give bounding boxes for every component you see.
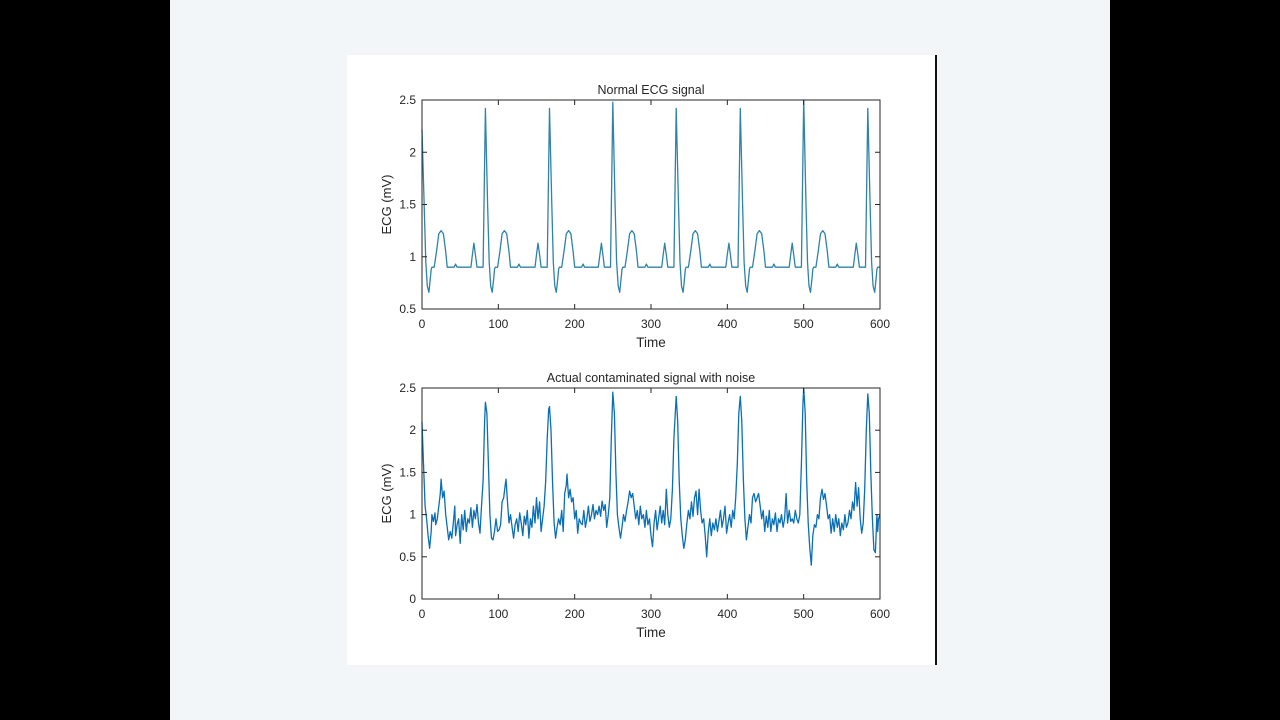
x-tick-label: 500 [794,607,814,621]
axes-box [421,387,881,600]
x-axis-label: Time [636,335,666,350]
y-axis-label: ECG (mV) [379,175,394,235]
y-tick-label: 2 [409,423,416,437]
x-tick-label: 0 [419,607,426,621]
x-tick-label: 200 [565,607,585,621]
figure-window [347,55,936,665]
y-tick-label: 1.5 [399,198,416,212]
x-tick-label: 0 [419,317,426,331]
y-tick-label: 1 [409,508,416,522]
x-axis-label: Time [636,625,666,640]
x-tick-label: 600 [870,317,890,331]
series-line [421,387,881,566]
chart-title: Normal ECG signal [598,83,705,97]
x-tick-label: 100 [488,317,508,331]
y-tick-label: 0.5 [399,550,416,564]
y-tick-label: 0 [409,592,416,606]
x-tick-label: 100 [488,607,508,621]
x-tick-label: 500 [794,317,814,331]
y-tick-label: 2.5 [399,93,416,107]
x-tick-label: 600 [870,607,890,621]
chart-title: Actual contaminated signal with noise [547,371,756,385]
x-tick-label: 400 [717,317,737,331]
y-tick-label: 2.5 [399,381,416,395]
y-tick-label: 0.5 [399,302,416,316]
y-tick-label: 1.5 [399,465,416,479]
y-axis-label: ECG (mV) [379,464,394,524]
y-tick-label: 2 [409,145,416,159]
series-line [421,99,880,293]
x-tick-label: 200 [565,317,585,331]
x-tick-label: 300 [641,607,661,621]
y-tick-label: 1 [409,250,416,264]
chart-2: 0 100 200 300 400 500 600 0 0.5 1 1.5 2 2.5 Actual co… [379,371,890,640]
x-tick-label: 300 [641,317,661,331]
chart-1: 0 100 200 300 400 500 600 0.5 1 1.5 2 2.5 Normal ECG… [379,83,890,350]
figure-border [935,55,937,665]
x-tick-label: 400 [717,607,737,621]
